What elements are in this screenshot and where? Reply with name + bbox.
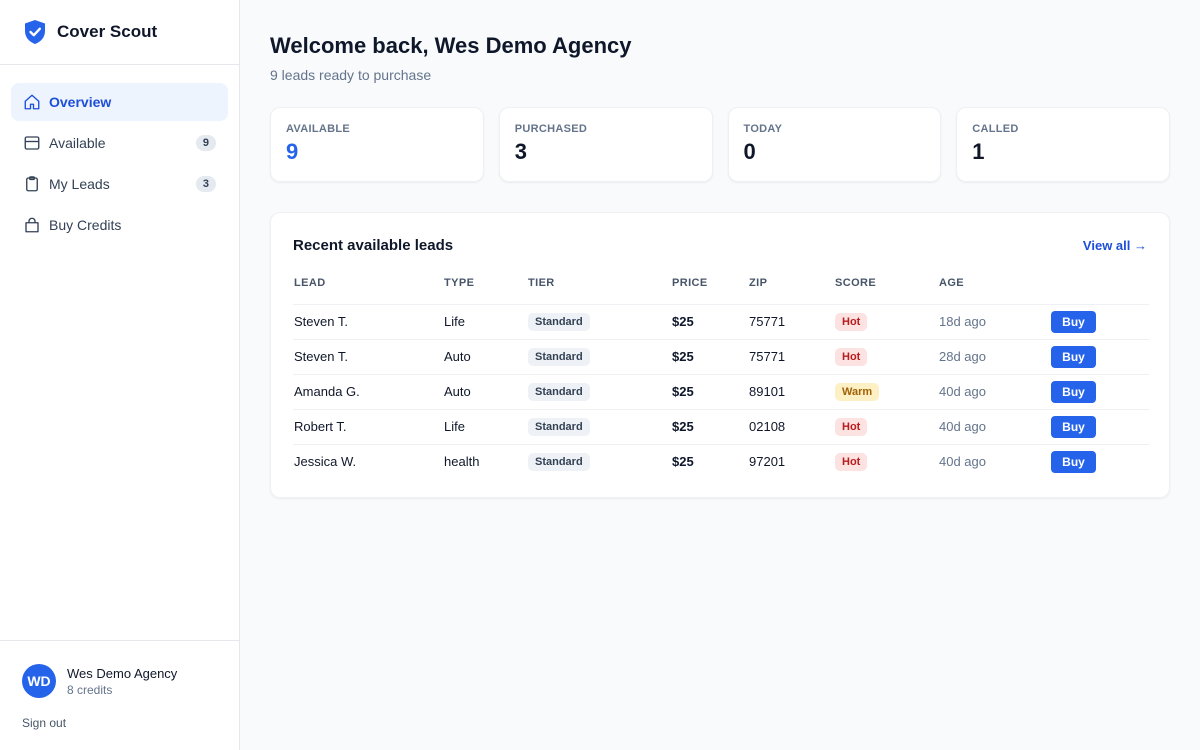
lead-zip: 89101 — [748, 374, 834, 410]
tier-badge: Standard — [528, 347, 590, 366]
shopping-bag-icon — [25, 217, 39, 233]
sidebar-item-buy-credits[interactable]: Buy Credits — [11, 206, 228, 244]
column-header-tier: TIER — [527, 277, 671, 305]
lead-type: Auto — [443, 374, 527, 410]
lead-zip: 02108 — [748, 409, 834, 445]
lead-name: Amanda G. — [293, 374, 443, 410]
column-header-action — [1050, 277, 1149, 305]
sidebar-item-my-leads[interactable]: My Leads 3 — [11, 165, 228, 203]
column-header-type: TYPE — [443, 277, 527, 305]
stat-card-called: CALLED 1 — [956, 107, 1170, 182]
sidebar: Cover Scout Overview Available 9 My Lead… — [0, 0, 240, 750]
page-subtitle: 9 leads ready to purchase — [270, 67, 432, 83]
lead-age: 40d ago — [938, 409, 1050, 445]
sidebar-item-label: Buy Credits — [49, 217, 122, 233]
lead-age: 40d ago — [938, 374, 1050, 410]
lead-zip: 75771 — [748, 339, 834, 375]
user-credits: 8 credits — [67, 682, 113, 697]
sign-out-link[interactable]: Sign out — [22, 716, 67, 730]
stat-card-available: AVAILABLE 9 — [270, 107, 484, 182]
lead-type: Auto — [443, 339, 527, 375]
avatar: WD — [22, 664, 56, 698]
lead-zip: 97201 — [749, 454, 786, 470]
lead-type: Life — [443, 304, 527, 340]
score-badge: Hot — [835, 452, 868, 471]
lead-name: Steven T. — [293, 339, 443, 375]
lead-name: Robert T. — [293, 409, 443, 445]
recent-leads-card: Recent available leads View all → LEAD T… — [270, 212, 1170, 498]
tier-badge: Standard — [528, 417, 590, 436]
lead-price: $25 — [671, 409, 748, 445]
score-badge: Warm — [835, 382, 880, 401]
score-badge: Hot — [835, 347, 868, 366]
table-row: Amanda G. Auto Standard $25 89101 Warm 4… — [293, 374, 1149, 410]
stat-label: AVAILABLE — [286, 123, 351, 135]
view-all-link[interactable]: View all → — [1082, 238, 1147, 253]
sidebar-nav: Overview Available 9 My Leads 3 Buy Cred… — [0, 65, 239, 244]
sidebar-item-overview[interactable]: Overview — [11, 83, 228, 121]
page-title: Welcome back, Wes Demo Agency — [270, 33, 632, 58]
app-name: Cover Scout — [57, 22, 158, 41]
column-header-price: PRICE — [671, 277, 748, 305]
brand[interactable]: Cover Scout — [0, 0, 239, 65]
lead-name: Jessica W. — [294, 454, 357, 470]
table-header-row: LEAD TYPE TIER PRICE ZIP SCORE AGE — [293, 277, 1149, 305]
lead-type: Life — [443, 409, 527, 445]
buy-button[interactable]: Buy — [1051, 415, 1096, 438]
column-header-lead: LEAD — [293, 277, 443, 305]
user-name: Wes Demo Agency — [67, 665, 178, 681]
lead-price: $25 — [671, 339, 748, 375]
lead-type: health — [444, 454, 480, 470]
stat-value: 1 — [972, 139, 985, 164]
sidebar-item-available[interactable]: Available 9 — [11, 124, 228, 162]
inbox-icon — [24, 136, 40, 150]
stat-label: CALLED — [972, 123, 1019, 135]
user-panel: WD Wes Demo Agency 8 credits Sign out — [0, 640, 239, 750]
table-row: Steven T. Auto Standard $25 75771 Hot 28… — [293, 339, 1149, 375]
stat-label: TODAY — [743, 123, 783, 135]
tier-badge: Standard — [528, 452, 590, 471]
table-row: Jessica W. health Standard $25 97201 Hot… — [293, 444, 1149, 479]
stat-label: PURCHASED — [514, 123, 588, 135]
column-header-age: AGE — [938, 277, 1050, 305]
shield-check-icon — [25, 20, 45, 44]
buy-button[interactable]: Buy — [1051, 380, 1096, 403]
lead-zip: 75771 — [748, 304, 834, 340]
table-row: Robert T. Life Standard $25 02108 Hot 40… — [293, 409, 1149, 445]
column-header-zip: ZIP — [748, 277, 834, 305]
count-badge: 9 — [195, 135, 216, 151]
main-content: Welcome back, Wes Demo Agency 9 leads re… — [270, 0, 1170, 498]
stat-value: 0 — [743, 139, 756, 164]
lead-age: 18d ago — [938, 304, 1050, 340]
lead-price: $25 — [671, 304, 748, 340]
stats-row: AVAILABLE 9 PURCHASED 3 TODAY 0 CALLED 1 — [270, 107, 1170, 182]
table-row: Steven T. Life Standard $25 75771 Hot 18… — [293, 304, 1149, 340]
clipboard-icon — [26, 176, 38, 192]
lead-price: $25 — [672, 454, 694, 470]
stat-card-purchased: PURCHASED 3 — [498, 107, 713, 182]
lead-price: $25 — [671, 374, 748, 410]
stat-value: 3 — [514, 139, 527, 164]
tier-badge: Standard — [528, 382, 590, 401]
tier-badge: Standard — [528, 312, 590, 331]
stat-value: 9 — [286, 139, 299, 164]
sidebar-item-label: My Leads — [49, 176, 110, 192]
sidebar-item-label: Available — [49, 135, 106, 151]
leads-table: LEAD TYPE TIER PRICE ZIP SCORE AGE Steve… — [293, 277, 1149, 479]
lead-age: 40d ago — [939, 454, 986, 470]
lead-age: 28d ago — [938, 339, 1050, 375]
score-badge: Hot — [835, 312, 868, 331]
sidebar-item-label: Overview — [49, 94, 112, 110]
home-icon — [24, 94, 40, 110]
column-header-score: SCORE — [834, 277, 938, 305]
user-profile[interactable]: WD Wes Demo Agency 8 credits — [22, 664, 217, 698]
stat-card-today: TODAY 0 — [727, 107, 942, 182]
count-badge: 3 — [195, 176, 216, 192]
buy-button[interactable]: Buy — [1051, 345, 1096, 368]
score-badge: Hot — [835, 417, 868, 436]
buy-button[interactable]: Buy — [1051, 310, 1096, 333]
section-title: Recent available leads — [293, 237, 454, 254]
buy-button[interactable]: Buy — [1051, 450, 1096, 473]
lead-name: Steven T. — [293, 304, 443, 340]
